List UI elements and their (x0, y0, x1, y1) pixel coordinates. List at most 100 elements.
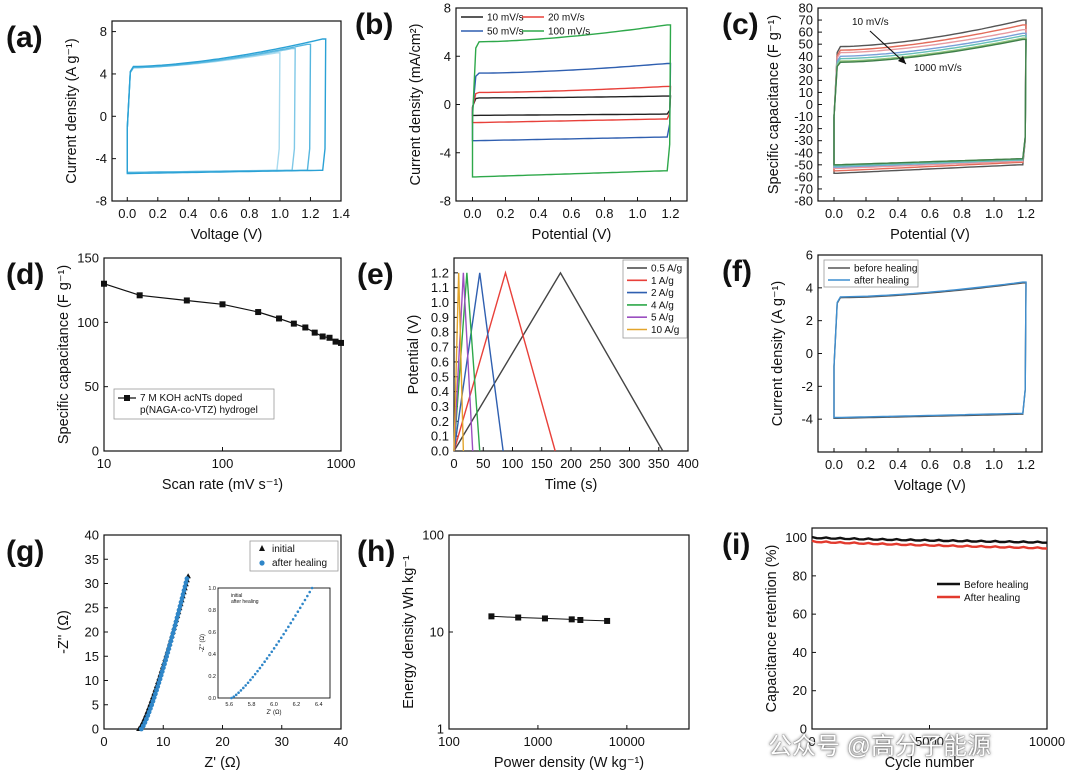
y-tick-label: 100 (422, 528, 444, 543)
x-tick-label: 10000 (1029, 734, 1065, 749)
annotation-arrow (869, 30, 907, 65)
data-point (541, 615, 548, 622)
data-point (178, 599, 184, 605)
y-tick-label: -70 (794, 181, 813, 196)
panel-label-g: (g) (6, 535, 44, 568)
y-tick-label: 10 (799, 85, 813, 100)
x-tick-label: 250 (589, 456, 611, 471)
x-tick-label: 40 (334, 734, 348, 749)
data-point (219, 301, 226, 308)
y-tick-label: 20 (799, 73, 813, 88)
inset-data-point (282, 632, 285, 636)
data-point (154, 687, 159, 693)
inset-x-tick-label: 5.6 (225, 702, 233, 708)
x-tick-label: 50 (476, 456, 490, 471)
y-tick-label: -4 (95, 151, 107, 166)
y-tick-label: 20 (85, 625, 99, 640)
x-tick-label: 0.4 (889, 206, 907, 221)
data-point (332, 338, 339, 345)
inset-x-axis-label: Z' (Ω) (267, 710, 282, 716)
inset-y-tick-label: 0.2 (208, 674, 216, 680)
y-tick-label: 100 (785, 530, 807, 545)
inset-data-point (241, 686, 245, 690)
legend-label: after healing (854, 276, 909, 287)
y-tick-label: 0.7 (431, 340, 449, 355)
plot-frame-h (448, 534, 690, 730)
x-axis-label: Voltage (V) (191, 227, 263, 243)
cv-curve (126, 43, 312, 174)
y-tick-label: 10 (430, 625, 444, 640)
y-axis-label: Potential (V) (406, 315, 422, 395)
x-axis-label: Potential (V) (532, 227, 612, 243)
legend-label: initial (272, 544, 295, 555)
data-point (164, 653, 170, 659)
data-point (515, 614, 522, 621)
x-tick-label: 100 (438, 734, 460, 749)
legend-label: p(NAGA-co-VTZ) hydrogel (140, 405, 258, 416)
x-tick-label: 0.4 (179, 206, 197, 221)
inset-data-point (263, 660, 266, 664)
panel-label-b: (b) (355, 8, 393, 41)
y-tick-label: 35 (85, 552, 99, 567)
x-tick-label: 150 (531, 456, 553, 471)
inset-legend-label: initial (231, 593, 242, 599)
inset-data-point (310, 586, 314, 590)
x-tick-label: 200 (560, 456, 582, 471)
y-tick-label: -80 (794, 194, 813, 209)
data-point (255, 309, 262, 316)
inset-data-point (237, 691, 240, 695)
y-tick-label: 5 (92, 697, 99, 712)
inset-y-tick-label: 0.6 (208, 630, 216, 636)
data-point (175, 611, 181, 617)
inset-x-tick-label: 6.2 (293, 702, 301, 708)
x-tick-label: 100 (212, 456, 234, 471)
y-tick-label: 0 (92, 444, 99, 459)
y-tick-label: 30 (799, 61, 813, 76)
x-tick-label: 400 (677, 456, 699, 471)
x-tick-label: 10 (156, 734, 170, 749)
x-tick-label: 0.6 (921, 206, 939, 221)
x-tick-label: 100 (502, 456, 524, 471)
watermark: 公众号 @高分子能源 (724, 722, 1080, 764)
inset-data-point (234, 693, 238, 697)
cv-curve (833, 29, 1027, 170)
cv-curve (471, 95, 672, 117)
data-point (338, 339, 344, 346)
y-tick-label: 0 (100, 109, 107, 124)
data-point (290, 320, 297, 327)
inset-data-point (298, 606, 302, 610)
data-point (166, 646, 172, 652)
data-point (169, 634, 175, 640)
y-tick-label: 50 (799, 37, 813, 52)
x-tick-label: 0.0 (825, 457, 843, 472)
cv-curve (471, 85, 672, 124)
legend-label: 7 M KOH acNTs doped (140, 393, 242, 404)
data-point (136, 292, 143, 299)
y-axis-label: Specific capacitance (F g⁻¹) (766, 15, 782, 194)
x-tick-label: 350 (648, 456, 670, 471)
inset-data-point (230, 696, 233, 700)
x-tick-label: 0 (450, 456, 457, 471)
panel-label-d: (d) (6, 258, 44, 291)
inset-data-point (306, 594, 309, 598)
inset-frame (217, 587, 331, 699)
y-tick-label: -60 (794, 169, 813, 184)
data-point (488, 613, 495, 620)
inset-data-point (256, 669, 259, 673)
data-point (165, 650, 171, 655)
x-tick-label: 0 (808, 734, 815, 749)
x-tick-label: 0.6 (210, 206, 228, 221)
inset-data-point (270, 650, 274, 654)
y-tick-label: 0 (444, 97, 451, 112)
data-point (172, 623, 178, 629)
y-tick-label: 80 (799, 1, 813, 16)
x-tick-label: 0.8 (953, 206, 971, 221)
plot-frame-d (103, 257, 342, 452)
cv-curve (833, 24, 1027, 172)
inset-data-point (308, 590, 312, 594)
chart-panel-a: 0.0 0.2 0.4 0.6 0.8 1.0 1.2 1.4 -8 -4 0 4 8 Voltage (… (6, 20, 350, 243)
x-tick-label: 20 (215, 734, 229, 749)
inset-y-tick-label: 0.4 (208, 652, 216, 658)
inset-data-point (251, 675, 255, 679)
data-point (604, 617, 611, 624)
